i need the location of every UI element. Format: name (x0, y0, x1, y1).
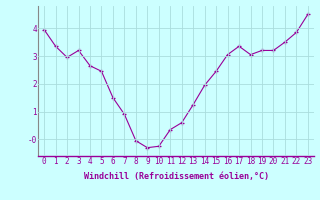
X-axis label: Windchill (Refroidissement éolien,°C): Windchill (Refroidissement éolien,°C) (84, 172, 268, 181)
